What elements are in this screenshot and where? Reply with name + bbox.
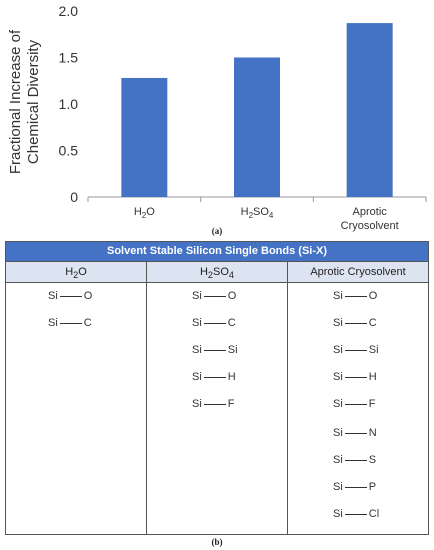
bond-entry: Si S bbox=[333, 454, 376, 466]
single-bond-line bbox=[344, 403, 367, 405]
y-tick-label: 2.0 bbox=[59, 3, 79, 19]
table-column: Si O Si C Si Si Si H Si F Si N Si S Si P Si Cl bbox=[287, 283, 428, 535]
bond-entry: Si N bbox=[333, 427, 377, 439]
atom-label: Si bbox=[48, 317, 58, 329]
atom-label: N bbox=[368, 427, 377, 439]
atom-label: O bbox=[227, 290, 237, 302]
atom-label: H bbox=[368, 371, 377, 383]
single-bond-line bbox=[203, 322, 226, 324]
atom-label: Si bbox=[333, 454, 343, 466]
single-bond-line bbox=[203, 376, 226, 378]
atom-label: F bbox=[368, 398, 376, 410]
bond-entry: Si P bbox=[333, 481, 376, 493]
bond-entry: Si C bbox=[48, 317, 92, 329]
atom-label: Si bbox=[48, 290, 58, 302]
atom-label: Si bbox=[192, 398, 202, 410]
single-bond-line bbox=[344, 486, 367, 488]
atom-label: Si bbox=[227, 344, 238, 356]
atom-label: F bbox=[227, 398, 235, 410]
single-bond-line bbox=[344, 295, 367, 297]
bond-entry: Si O bbox=[192, 290, 236, 302]
atom-label: Si bbox=[192, 317, 202, 329]
atom-label: Si bbox=[192, 290, 202, 302]
atom-label: Si bbox=[368, 344, 379, 356]
single-bond-line bbox=[203, 295, 226, 297]
y-tick-label: 1.5 bbox=[59, 50, 79, 66]
table-column: Si O Si C Si Si Si H Si F bbox=[146, 283, 287, 535]
bond-entry: Si C bbox=[192, 317, 236, 329]
panel-b-label: (b) bbox=[211, 537, 223, 547]
x-tick-label: Cryosolvent bbox=[341, 220, 399, 232]
bar-chart: Fractional Increase ofChemical Diversity… bbox=[7, 3, 427, 232]
x-tick-label: Aprotic bbox=[353, 206, 388, 218]
bar bbox=[234, 57, 280, 197]
column-header: H2SO4 bbox=[146, 262, 287, 282]
atom-label: Si bbox=[333, 481, 343, 493]
y-tick-label: 0.5 bbox=[59, 143, 79, 159]
single-bond-line bbox=[203, 349, 226, 351]
column-header: Aprotic Cryosolvent bbox=[287, 262, 428, 282]
table-title: Solvent Stable Silicon Single Bonds (Si-… bbox=[6, 242, 428, 262]
bond-entry: Si H bbox=[192, 371, 236, 383]
bond-entry: Si Si bbox=[192, 344, 238, 356]
silicon-bonds-table: Solvent Stable Silicon Single Bonds (Si-… bbox=[5, 241, 429, 535]
bond-entry: Si H bbox=[333, 371, 377, 383]
single-bond-line bbox=[59, 295, 82, 297]
atom-label: Si bbox=[333, 317, 343, 329]
single-bond-line bbox=[344, 432, 367, 434]
y-axis-label: Fractional Increase ofChemical Diversity bbox=[7, 29, 42, 174]
atom-label: O bbox=[83, 290, 93, 302]
bond-entry: Si Si bbox=[333, 344, 379, 356]
y-tick-label: 0 bbox=[70, 189, 78, 205]
atom-label: O bbox=[368, 290, 378, 302]
atom-label: C bbox=[83, 317, 92, 329]
y-tick-label: 1.0 bbox=[59, 96, 79, 112]
x-tick-label: H2SO4 bbox=[241, 206, 274, 220]
bond-entry: Si C bbox=[333, 317, 377, 329]
panel-a-label: (a) bbox=[211, 226, 223, 236]
atom-label: Si bbox=[333, 427, 343, 439]
atom-label: Si bbox=[333, 398, 343, 410]
column-header: H2O bbox=[65, 266, 87, 281]
table-body: Si O Si C Si O Si C Si Si Si H Si F Si O Si C Si Si Si H Si F Si… bbox=[6, 283, 428, 535]
bar bbox=[121, 77, 168, 197]
bar bbox=[346, 23, 393, 198]
bond-entry: Si O bbox=[333, 290, 377, 302]
atom-label: Cl bbox=[368, 508, 380, 520]
atom-label: S bbox=[368, 454, 377, 466]
atom-label: Si bbox=[333, 371, 343, 383]
bond-entry: Si F bbox=[192, 398, 235, 410]
single-bond-line bbox=[344, 459, 367, 461]
single-bond-line bbox=[344, 376, 367, 378]
atom-label: Si bbox=[192, 344, 202, 356]
single-bond-line bbox=[203, 403, 226, 405]
single-bond-line bbox=[344, 513, 367, 515]
bond-entry: Si Cl bbox=[333, 508, 379, 520]
atom-label: Si bbox=[333, 290, 343, 302]
atom-label: C bbox=[368, 317, 377, 329]
bond-entry: Si F bbox=[333, 398, 376, 410]
atom-label: P bbox=[368, 481, 377, 493]
table-header-row: H2O H2SO4 Aprotic Cryosolvent bbox=[6, 262, 428, 283]
atom-label: Si bbox=[333, 508, 343, 520]
table-column: Si O Si C bbox=[6, 283, 146, 535]
single-bond-line bbox=[344, 349, 367, 351]
x-tick-label: H2O bbox=[134, 206, 155, 220]
atom-label: C bbox=[227, 317, 236, 329]
atom-label: Si bbox=[333, 344, 343, 356]
single-bond-line bbox=[344, 322, 367, 324]
single-bond-line bbox=[59, 322, 82, 324]
bond-entry: Si O bbox=[48, 290, 92, 302]
atom-label: H bbox=[227, 371, 236, 383]
atom-label: Si bbox=[192, 371, 202, 383]
